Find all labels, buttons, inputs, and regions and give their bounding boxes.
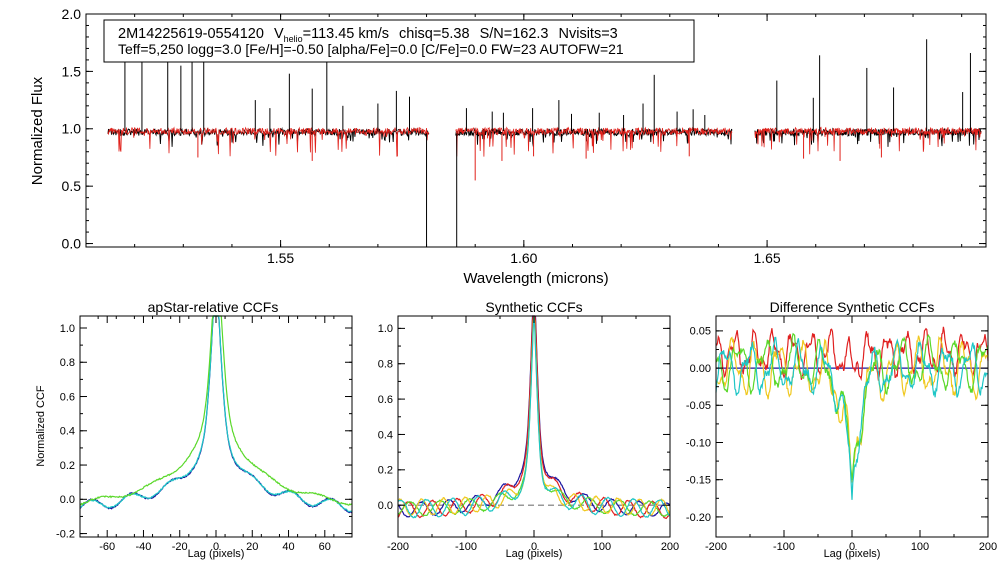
difference-ccf-ticks: -200 -100 0 100 200 -0.20 -0.15 -0.10 -0.05 0.00 0…	[686, 316, 997, 553]
x-tick-label: 100	[593, 541, 611, 553]
synthetic-ccf-panel: Synthetic CCFs -200 -100 0 100 200 0.0 0.2 0.4 0…	[378, 299, 679, 560]
y-tick-label: 2.0	[62, 6, 82, 22]
x-tick-label: -200	[387, 541, 409, 553]
x-tick-label: -40	[136, 541, 152, 553]
x-tick-label: 100	[911, 541, 929, 553]
ccf-visit 2-line	[715, 335, 989, 483]
y-tick-label: -0.15	[686, 475, 711, 487]
y-tick-label: 0.6	[378, 394, 393, 406]
spectrum-model-trace	[455, 126, 733, 157]
spectrum-traces	[107, 126, 982, 157]
ccf-visit 3-line	[79, 315, 353, 506]
y-tick-label: -0.2	[56, 528, 75, 540]
y-tick-label: 0.8	[60, 357, 75, 369]
y-tick-label: 1.5	[62, 63, 82, 79]
info-box	[103, 19, 695, 63]
y-tick-label: 0.0	[60, 494, 75, 506]
apstar-ccf-lines	[79, 315, 353, 514]
ccf-visit 1-line	[79, 315, 353, 514]
y-tick-label: -0.20	[686, 512, 711, 524]
y-tick-label: 0.05	[690, 326, 711, 338]
difference-ccf-title: Difference Synthetic CCFs	[770, 299, 935, 315]
spectrum-ticks: 1.55 1.60 1.65 0.0 0.5 1.0 1.5 2.0	[62, 6, 986, 266]
x-tick-label: 60	[319, 541, 331, 553]
x-tick-label: 0	[531, 541, 537, 553]
x-tick-label: -100	[773, 541, 795, 553]
apstar-ccf-ticks: -60 -40 -20 0 20 40 60 -0.2 0.0 0.2 0.4 0.6 0.8 1.0	[56, 316, 353, 553]
apstar-ccf-ylabel: Normalized CCF	[35, 385, 47, 467]
x-tick-label: 200	[661, 541, 679, 553]
y-tick-label: 0.6	[60, 391, 75, 403]
spectrum-panel: 1.55 1.60 1.65 0.0 0.5 1.0 1.5 2.0 2M14225619-0…	[29, 6, 987, 287]
y-tick-label: -0.05	[686, 400, 711, 412]
x-tick-label: 1.65	[753, 250, 780, 266]
x-tick-label: 20	[246, 541, 258, 553]
y-tick-label: 0.00	[690, 363, 711, 375]
synthetic-ccf-ticks: -200 -100 0 100 200 0.0 0.2 0.4 0.6 0.8 1.0	[378, 316, 679, 553]
ccf-visit 5-line	[397, 315, 671, 519]
x-tick-label: -20	[172, 541, 188, 553]
y-tick-label: 1.0	[378, 323, 393, 335]
x-tick-label: 1.60	[510, 250, 537, 266]
y-tick-label: 0.4	[60, 426, 75, 438]
ccf-visit 3-line	[397, 315, 671, 518]
ccf-visit 2-line	[79, 315, 353, 513]
apstar-ccf-xlabel: Lag (pixels)	[188, 548, 245, 560]
nvisits-value: Nvisits=3	[559, 26, 618, 42]
x-tick-label: -60	[99, 541, 115, 553]
y-tick-label: 0.4	[378, 429, 393, 441]
difference-ccf-lines	[715, 326, 989, 500]
difference-ccf-xlabel: Lag (pixels)	[824, 548, 881, 560]
difference-ccf-panel: Difference Synthetic CCFs -200 -100 0 100 20…	[686, 299, 997, 560]
sn-value: S/N=162.3	[480, 26, 549, 42]
y-tick-label: 0.2	[60, 460, 75, 472]
ccf-visit 3-line	[715, 332, 989, 481]
x-tick-label: -200	[705, 541, 727, 553]
x-tick-label: 40	[282, 541, 294, 553]
apstar-ccf-title: apStar-relative CCFs	[148, 299, 279, 315]
chisq-value: chisq=5.38	[399, 26, 470, 42]
spectrum-xlabel: Wavelength (microns)	[463, 270, 608, 287]
x-tick-label: 0	[213, 541, 219, 553]
synthetic-ccf-lines	[397, 315, 671, 520]
y-tick-label: 0.2	[378, 465, 393, 477]
spectrum-model-trace	[107, 126, 430, 157]
spectrum-frame	[85, 13, 987, 248]
synthetic-ccf-title: Synthetic CCFs	[485, 299, 582, 315]
y-tick-label: 1.0	[62, 121, 82, 137]
y-tick-label: 0.8	[378, 359, 393, 371]
y-tick-label: 0.5	[62, 178, 82, 194]
x-tick-label: 1.55	[267, 250, 294, 266]
spectrum-model-trace	[754, 126, 982, 155]
info-line-1: 2M14225619-0554120 Vhelio=113.45 km/s chis…	[118, 26, 618, 44]
y-tick-label: 0.0	[378, 500, 393, 512]
apstar-ccf-frame	[79, 315, 353, 538]
x-tick-label: -100	[455, 541, 477, 553]
x-tick-label: 200	[979, 541, 997, 553]
ccf-visit 4-line	[397, 315, 671, 517]
ccf-visit 4-line	[715, 336, 989, 500]
star-id: 2M14225619-0554120	[118, 26, 264, 42]
y-tick-label: -0.10	[686, 437, 711, 449]
v-label: V	[274, 26, 284, 42]
apstar-ccf-panel: apStar-relative CCFs -60 -40 -20 0 20 40 60 -0.…	[35, 299, 353, 560]
v-subscript: helio	[284, 34, 303, 44]
y-tick-label: 0.0	[62, 235, 82, 251]
x-tick-label: 0	[849, 541, 855, 553]
ccf-visit 1-line	[397, 315, 671, 518]
spectrum-ylabel: Normalized Flux	[29, 76, 46, 185]
y-tick-label: 1.0	[60, 323, 75, 335]
spectrum-spikes	[124, 27, 971, 247]
synthetic-ccf-xlabel: Lag (pixels)	[506, 548, 563, 560]
info-line-2: Teff=5,250 logg=3.0 [Fe/H]=-0.50 [alpha/…	[118, 41, 624, 57]
ccf-visit 2-line	[397, 315, 671, 520]
v-value: =113.45 km/s	[303, 26, 389, 42]
